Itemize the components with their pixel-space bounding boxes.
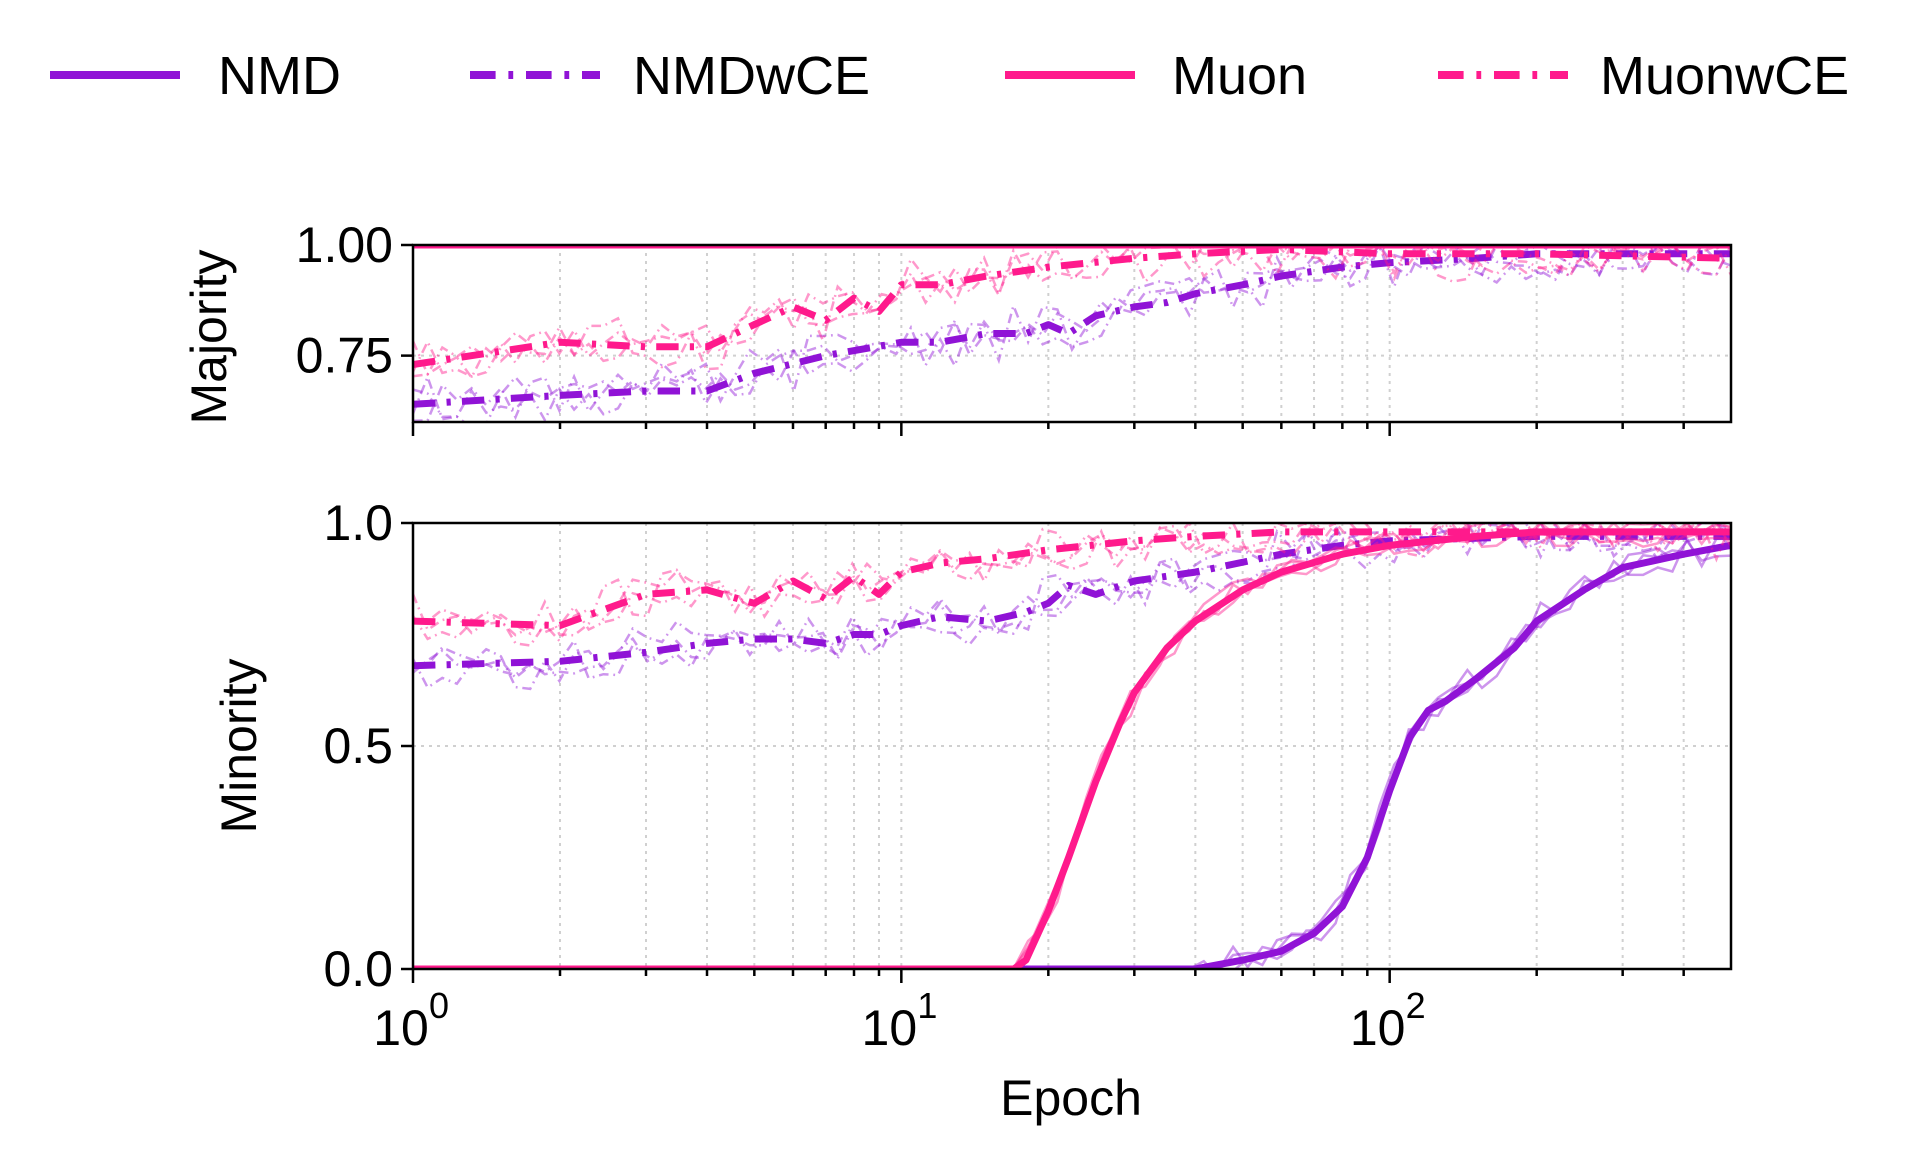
x-tick-label-exponent: 2 (1406, 985, 1426, 1026)
legend-item-muon: Muon (1005, 46, 1307, 106)
majority-y-axis-label: Majority (181, 249, 237, 424)
run-trace-muonwce (413, 523, 1731, 637)
x-tick-label-base: 10 (1350, 1000, 1406, 1056)
x-tick-label-exponent: 0 (429, 985, 449, 1026)
legend-label-nmdwce: NMDwCE (633, 46, 870, 106)
run-trace-nmd (413, 539, 1731, 969)
run-trace-muonwce (413, 245, 1731, 378)
minority-y-tick-label: 1.0 (323, 495, 393, 551)
run-trace-muonwce (413, 523, 1731, 647)
legend-item-nmdwce: NMDwCE (470, 46, 870, 106)
minority-y-axis-label: Minority (211, 658, 267, 833)
minority-grid (412, 522, 1731, 970)
x-axis: Epoch 10 0 10 1 10 2 (373, 985, 1425, 1126)
minority-panel: 0.0 0.5 1.0 Minority (211, 495, 1733, 997)
legend-item-nmd: NMD (50, 46, 341, 106)
run-trace-nmdwce (413, 245, 1731, 422)
majority-series (413, 245, 1731, 422)
x-tick-label: 10 0 (373, 985, 449, 1056)
run-trace-muonwce (413, 523, 1731, 637)
x-tick-label-base: 10 (373, 1000, 429, 1056)
series-line-nmdwce (413, 250, 1731, 408)
x-axis-label: Epoch (1000, 1070, 1142, 1126)
majority-frame (411, 243, 1733, 424)
series-line-muonwce (413, 245, 1731, 368)
majority-y-tick-label: 0.75 (296, 328, 393, 384)
legend-label-muon: Muon (1172, 46, 1307, 106)
x-tick-label: 10 1 (862, 985, 938, 1056)
majority-y-tick-label: 1.00 (296, 217, 393, 273)
run-trace-nmdwce (413, 245, 1731, 419)
legend-item-muonwce: MuonwCE (1438, 46, 1849, 106)
minority-series (413, 523, 1731, 969)
legend-label-nmd: NMD (218, 46, 341, 106)
series-line-muon (413, 528, 1731, 969)
legend: NMD NMDwCE Muon MuonwCE (50, 46, 1849, 106)
series-line-muonwce (413, 528, 1731, 630)
minority-y-tick-label: 0.0 (323, 941, 393, 997)
minority-y-tick-label: 0.5 (323, 718, 393, 774)
run-trace-nmdwce (413, 523, 1731, 691)
x-tick-label-base: 10 (862, 1000, 918, 1056)
x-tick-label: 10 2 (1350, 985, 1426, 1056)
legend-label-muonwce: MuonwCE (1600, 46, 1849, 106)
series-line-nmd (413, 541, 1731, 969)
run-trace-muonwce (413, 245, 1731, 380)
run-trace-muonwce (413, 245, 1731, 378)
x-tick-label-exponent: 1 (917, 985, 937, 1026)
run-trace-nmdwce (413, 245, 1731, 422)
majority-panel: 0.75 1.00 Majority (181, 217, 1733, 436)
